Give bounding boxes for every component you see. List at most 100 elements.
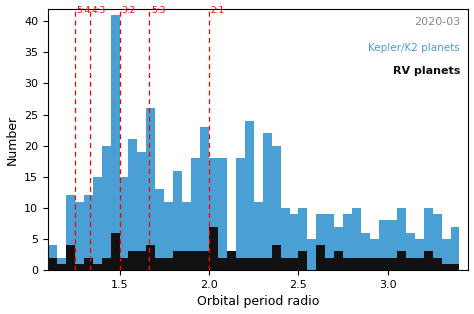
Bar xyxy=(433,214,442,270)
Bar xyxy=(93,177,101,270)
Bar xyxy=(406,258,415,270)
Bar xyxy=(236,158,245,270)
Bar xyxy=(84,196,93,270)
Bar xyxy=(209,227,218,270)
Bar xyxy=(110,233,119,270)
Bar xyxy=(110,15,119,270)
Bar xyxy=(173,252,182,270)
Bar xyxy=(119,177,128,270)
Bar xyxy=(397,252,406,270)
Bar xyxy=(272,146,281,270)
Text: 2:1: 2:1 xyxy=(211,6,225,15)
Bar xyxy=(254,202,263,270)
Bar xyxy=(236,258,245,270)
Bar xyxy=(191,158,200,270)
Bar xyxy=(93,264,101,270)
Bar xyxy=(415,239,424,270)
Bar xyxy=(406,233,415,270)
Text: 5:3: 5:3 xyxy=(151,6,165,15)
Bar xyxy=(388,258,397,270)
Bar xyxy=(308,239,316,270)
Bar xyxy=(388,220,397,270)
Text: Kepler/K2 planets: Kepler/K2 planets xyxy=(368,43,460,53)
Bar xyxy=(48,258,57,270)
Bar xyxy=(57,258,66,270)
Bar xyxy=(352,208,361,270)
Bar xyxy=(442,239,451,270)
Bar xyxy=(119,258,128,270)
Bar xyxy=(200,127,209,270)
Bar xyxy=(290,214,299,270)
Bar xyxy=(281,258,290,270)
Bar xyxy=(316,245,325,270)
Bar xyxy=(379,258,388,270)
Bar xyxy=(325,258,334,270)
Bar xyxy=(155,258,164,270)
Bar xyxy=(200,252,209,270)
Bar xyxy=(173,171,182,270)
Text: 2020-03: 2020-03 xyxy=(414,17,460,27)
Bar xyxy=(57,264,66,270)
Bar xyxy=(191,252,200,270)
Bar xyxy=(325,214,334,270)
Bar xyxy=(281,208,290,270)
Bar xyxy=(334,252,343,270)
Bar xyxy=(272,245,281,270)
Bar xyxy=(254,258,263,270)
Bar xyxy=(137,252,146,270)
Bar xyxy=(84,258,93,270)
Bar xyxy=(101,146,110,270)
Bar xyxy=(218,158,227,270)
Bar xyxy=(245,258,254,270)
Bar xyxy=(370,258,379,270)
Bar xyxy=(66,245,75,270)
Bar xyxy=(137,152,146,270)
Bar xyxy=(209,158,218,270)
Bar xyxy=(146,108,155,270)
Text: 5:4: 5:4 xyxy=(77,6,91,15)
Bar xyxy=(361,258,370,270)
Bar xyxy=(316,214,325,270)
Bar xyxy=(155,189,164,270)
Bar xyxy=(415,258,424,270)
Bar xyxy=(299,252,308,270)
Bar xyxy=(75,202,84,270)
Bar xyxy=(263,133,272,270)
Bar xyxy=(128,252,137,270)
Bar xyxy=(182,252,191,270)
Bar xyxy=(352,258,361,270)
X-axis label: Orbital period radio: Orbital period radio xyxy=(197,295,319,308)
Bar xyxy=(290,258,299,270)
Bar xyxy=(379,220,388,270)
Bar xyxy=(424,252,433,270)
Bar xyxy=(164,258,173,270)
Text: 3:2: 3:2 xyxy=(121,6,136,15)
Y-axis label: Number: Number xyxy=(6,114,18,165)
Bar xyxy=(245,121,254,270)
Text: RV planets: RV planets xyxy=(392,66,460,76)
Bar xyxy=(48,245,57,270)
Bar xyxy=(442,264,451,270)
Bar xyxy=(75,264,84,270)
Bar xyxy=(66,196,75,270)
Bar xyxy=(451,264,459,270)
Text: 4:3: 4:3 xyxy=(91,6,106,15)
Bar xyxy=(227,252,236,270)
Bar xyxy=(451,227,459,270)
Bar xyxy=(218,258,227,270)
Bar xyxy=(343,214,352,270)
Bar xyxy=(343,258,352,270)
Bar xyxy=(397,208,406,270)
Bar xyxy=(370,239,379,270)
Bar xyxy=(182,202,191,270)
Bar xyxy=(128,139,137,270)
Bar xyxy=(164,202,173,270)
Bar xyxy=(101,258,110,270)
Bar xyxy=(334,227,343,270)
Bar xyxy=(227,252,236,270)
Bar xyxy=(299,208,308,270)
Bar xyxy=(146,245,155,270)
Bar xyxy=(263,258,272,270)
Bar xyxy=(433,258,442,270)
Bar xyxy=(424,208,433,270)
